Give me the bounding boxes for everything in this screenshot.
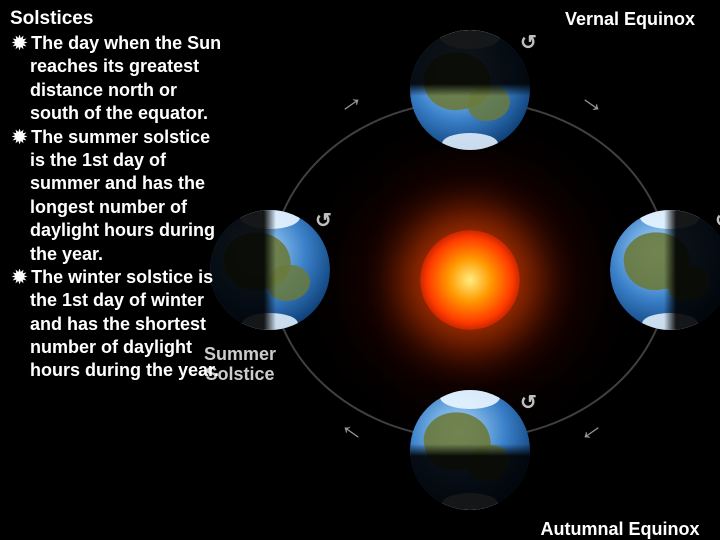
rotation-arrow-icon: ↺ <box>520 30 537 55</box>
bullet-2: The summer solstice is the 1st day of su… <box>24 126 230 266</box>
orbit-arrow-icon: → <box>328 415 369 457</box>
orbit-diagram: → → → → ↺ ↺ ↺ ↺ Vernal Equinox Autumnal … <box>220 0 720 540</box>
rotation-arrow-icon: ↺ <box>315 208 332 233</box>
text-panel: Solstices The day when the Sun reaches i… <box>10 8 230 383</box>
rotation-arrow-icon: ↺ <box>520 390 537 415</box>
bullet-1: The day when the Sun reaches its greates… <box>24 32 230 126</box>
label-autumnal-equinox: Autumnal Equinox <box>520 520 720 540</box>
orbit-arrow-icon: → <box>573 80 614 122</box>
earth-vernal-equinox <box>410 30 530 150</box>
label-vernal-equinox: Vernal Equinox <box>550 10 710 30</box>
rotation-arrow-icon: ↺ <box>715 208 720 233</box>
orbit-arrow-icon: → <box>573 415 614 457</box>
earth-autumnal-equinox <box>410 390 530 510</box>
earth-winter-solstice <box>610 210 720 330</box>
bullet-3: The winter solstice is the 1st day of wi… <box>24 266 230 383</box>
orbit-arrow-icon: → <box>328 80 369 122</box>
sun <box>420 230 520 330</box>
slide-title: Solstices <box>10 8 230 30</box>
